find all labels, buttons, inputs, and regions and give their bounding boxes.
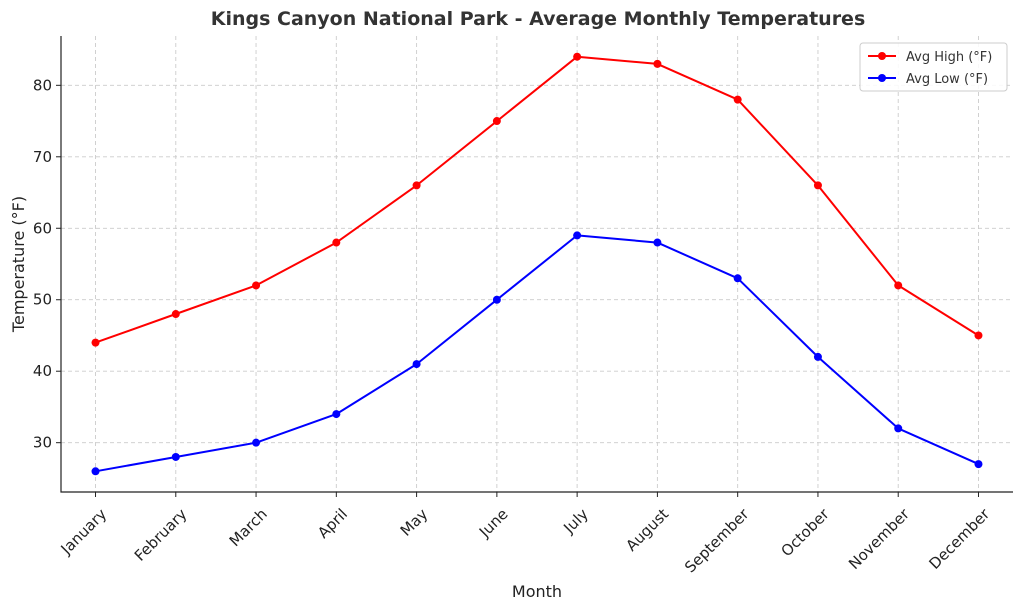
chart-title: Kings Canyon National Park - Average Mon… bbox=[211, 8, 866, 30]
y-axis-label: Temperature (°F) bbox=[9, 196, 28, 333]
y-tick-label: 30 bbox=[33, 434, 52, 452]
x-tick-label: July bbox=[559, 505, 592, 538]
y-axis-ticks: 30 40 50 60 70 80 bbox=[33, 76, 61, 452]
data-point bbox=[573, 231, 582, 240]
y-tick-label: 80 bbox=[33, 76, 52, 94]
x-tick-label: June bbox=[475, 505, 512, 542]
x-axis-ticks: January February March April May June July Augu… bbox=[57, 492, 994, 576]
x-tick-label: September bbox=[681, 504, 753, 576]
y-tick-label: 50 bbox=[33, 291, 52, 309]
legend-box bbox=[859, 42, 1008, 92]
data-point bbox=[733, 274, 742, 283]
data-point bbox=[813, 352, 822, 361]
y-tick-label: 60 bbox=[33, 219, 52, 237]
legend-swatch-marker bbox=[878, 52, 886, 60]
x-tick-label: October bbox=[778, 504, 834, 560]
x-tick-label: March bbox=[226, 505, 271, 550]
legend-swatch-marker bbox=[878, 74, 886, 82]
y-tick-label: 70 bbox=[33, 148, 52, 166]
axis-spine bbox=[60, 36, 1013, 493]
data-point bbox=[894, 424, 903, 433]
data-point bbox=[733, 95, 742, 104]
data-point bbox=[332, 410, 341, 419]
x-tick-label: May bbox=[397, 505, 432, 540]
x-tick-label: November bbox=[845, 504, 913, 572]
data-point bbox=[974, 331, 983, 340]
data-point bbox=[573, 52, 582, 61]
x-tick-label: February bbox=[131, 505, 191, 565]
data-point bbox=[252, 281, 261, 290]
series-line-avg-high bbox=[95, 55, 980, 344]
data-point bbox=[653, 238, 662, 247]
data-point bbox=[813, 181, 822, 190]
legend-entry-label: Avg High (°F) bbox=[906, 50, 992, 65]
axes bbox=[60, 36, 1013, 493]
x-tick-label: January bbox=[57, 505, 111, 559]
data-point bbox=[252, 438, 261, 447]
data-point bbox=[332, 238, 341, 247]
data-point bbox=[492, 117, 501, 126]
data-point bbox=[171, 310, 180, 319]
legend: Avg High (°F) Avg Low (°F) bbox=[859, 42, 1008, 92]
data-point bbox=[91, 467, 100, 476]
x-axis-label: Month bbox=[512, 582, 562, 601]
series-layer bbox=[91, 52, 983, 476]
data-point bbox=[171, 452, 180, 461]
data-point bbox=[412, 360, 421, 369]
data-point bbox=[412, 181, 421, 190]
series-line-avg-low bbox=[95, 234, 979, 473]
data-point bbox=[653, 59, 662, 68]
data-point bbox=[974, 460, 983, 469]
data-point bbox=[91, 338, 100, 347]
data-point bbox=[894, 281, 903, 290]
x-tick-label: April bbox=[314, 505, 351, 542]
legend-entry-label: Avg Low (°F) bbox=[906, 72, 988, 87]
data-point bbox=[492, 295, 501, 304]
y-tick-label: 40 bbox=[33, 362, 52, 380]
x-tick-label: December bbox=[925, 504, 993, 572]
grid bbox=[61, 36, 1013, 492]
x-tick-label: August bbox=[622, 505, 672, 555]
